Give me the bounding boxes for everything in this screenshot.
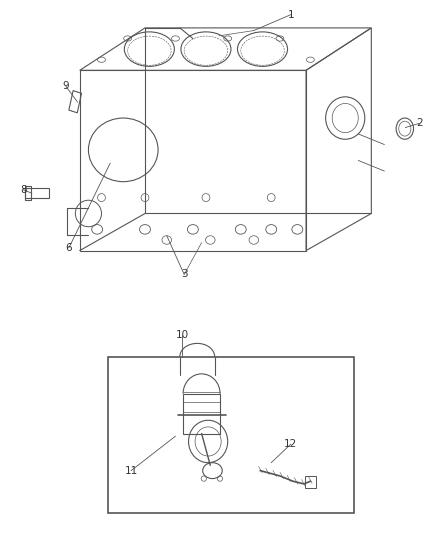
Text: 8: 8	[20, 184, 26, 195]
Bar	[184, 394, 220, 433]
Bar	[25, 186, 31, 200]
Bar	[108, 357, 354, 513]
Text: 10: 10	[176, 330, 189, 341]
Text: 9: 9	[63, 81, 69, 91]
Text: 2: 2	[416, 118, 423, 128]
Text: 3: 3	[181, 270, 187, 279]
Bar	[25, 188, 49, 198]
Bar	[69, 91, 81, 113]
Text: 6: 6	[66, 243, 72, 253]
Text: 1: 1	[287, 10, 294, 20]
Text: 11: 11	[124, 466, 138, 475]
Bar	[305, 476, 316, 488]
Text: 12: 12	[284, 439, 297, 449]
